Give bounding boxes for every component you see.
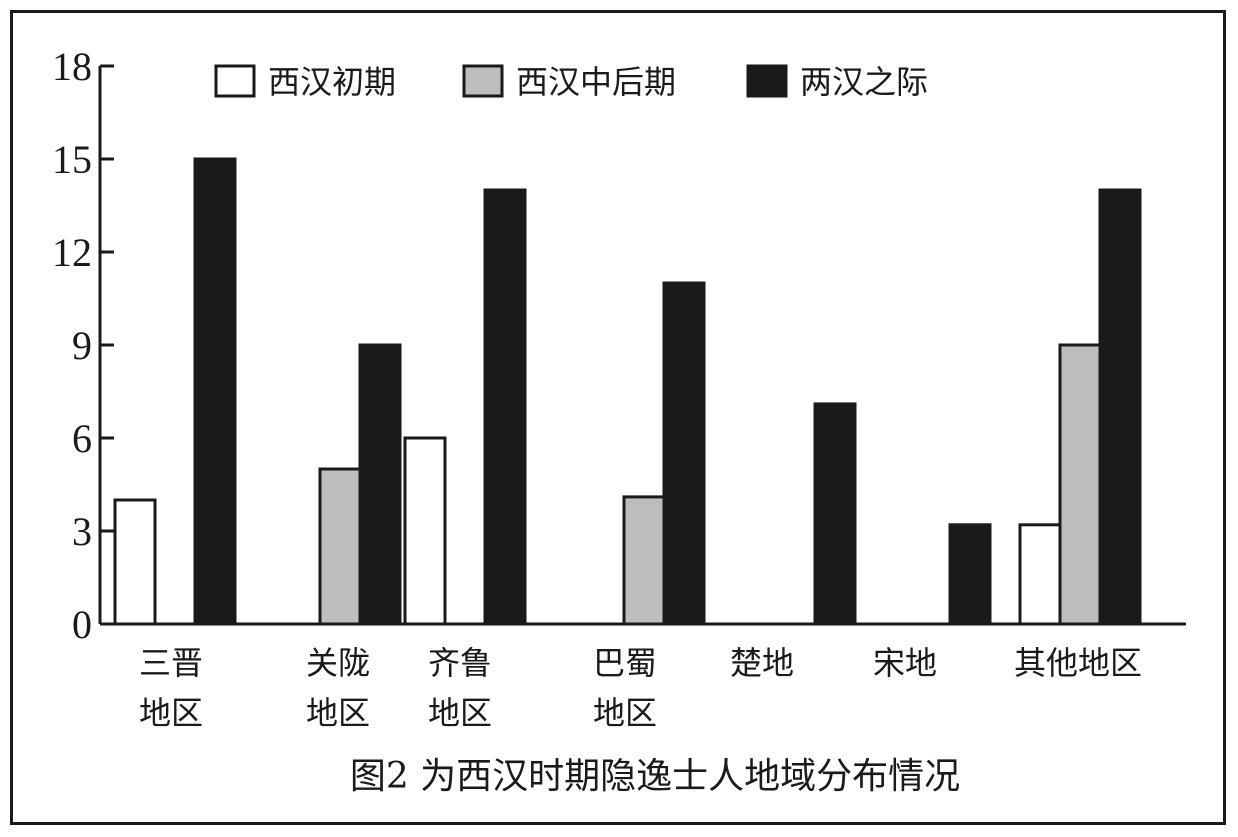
legend-label: 西汉中后期 bbox=[516, 63, 676, 101]
bar-2-cat-4 bbox=[622, 495, 666, 626]
legend-label: 西汉初期 bbox=[268, 63, 396, 101]
y-tick-label: 3 bbox=[72, 509, 92, 554]
x-tick-label: 关陇 bbox=[306, 644, 370, 682]
figure-caption: 图2 为西汉时期隐逸士人地域分布情况 bbox=[350, 756, 960, 797]
legend-swatch bbox=[746, 64, 788, 98]
x-tick-label: 宋地 bbox=[873, 644, 937, 682]
y-tick-label: 9 bbox=[72, 323, 92, 368]
y-tick-label: 18 bbox=[52, 44, 92, 89]
x-tick-label: 三晋 bbox=[139, 644, 203, 682]
legend-swatch bbox=[462, 64, 504, 98]
bar-3-cat-6 bbox=[948, 523, 992, 626]
legend: 西汉初期 西汉中后期 两汉之际 bbox=[214, 63, 928, 101]
y-tick-label: 6 bbox=[72, 416, 92, 461]
bar-3-cat-4 bbox=[662, 281, 706, 626]
bar-1-cat-3 bbox=[403, 436, 447, 626]
bar-3-cat-3 bbox=[483, 188, 527, 626]
bar-1-cat-7 bbox=[1018, 523, 1062, 626]
bars bbox=[113, 157, 1142, 626]
y-tick-label: 15 bbox=[52, 137, 92, 182]
bar-2-cat-7 bbox=[1058, 343, 1102, 626]
x-tick-label: 其他地区 bbox=[1014, 644, 1142, 682]
x-tick-label: 楚地 bbox=[730, 644, 794, 682]
bar-3-cat-5 bbox=[813, 402, 857, 626]
bar-2-cat-2 bbox=[318, 467, 362, 626]
bar-3-cat-1 bbox=[193, 157, 237, 626]
legend-label: 两汉之际 bbox=[800, 63, 928, 101]
bar-1-cat-1 bbox=[113, 498, 157, 626]
legend-swatch bbox=[214, 64, 256, 98]
y-tick-label: 12 bbox=[52, 230, 92, 275]
x-tick-label: 地区 bbox=[139, 694, 203, 732]
x-tick-label: 地区 bbox=[593, 694, 657, 732]
x-tick-label: 巴蜀 bbox=[593, 644, 657, 682]
axes: 0 3 6 9 12 15 18 bbox=[52, 44, 1186, 647]
x-tick-label: 地区 bbox=[306, 694, 370, 732]
x-tick-label: 地区 bbox=[428, 694, 492, 732]
y-tick-label: 0 bbox=[72, 602, 92, 647]
bar-3-cat-7 bbox=[1098, 188, 1142, 626]
x-tick-label: 齐鲁 bbox=[428, 644, 492, 682]
bar-3-cat-2 bbox=[358, 343, 402, 626]
